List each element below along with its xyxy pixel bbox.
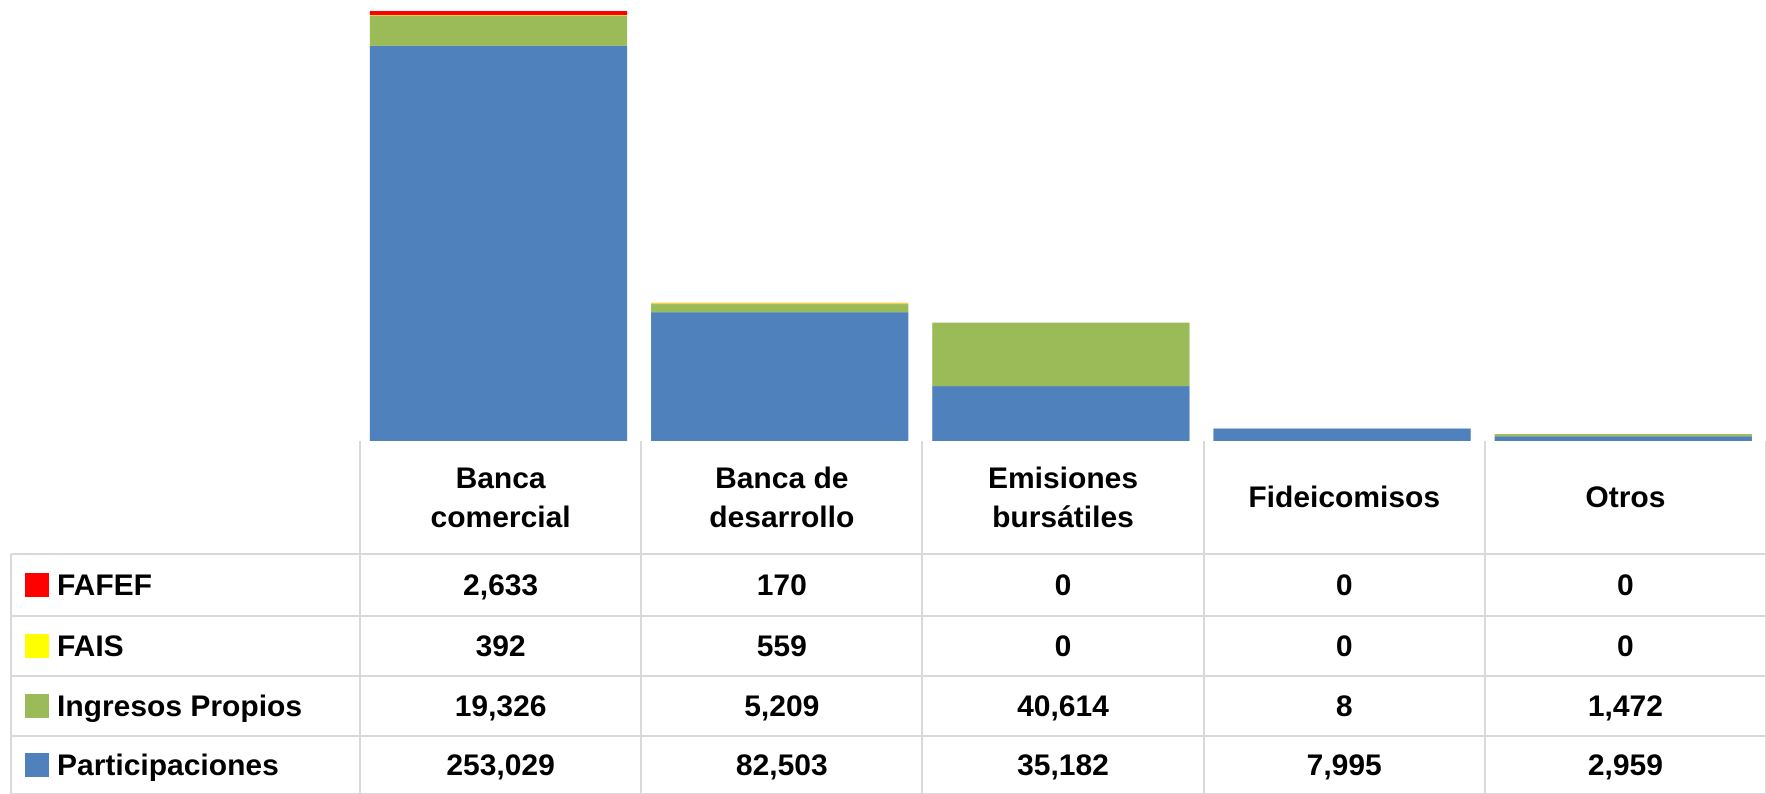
legend-label: FAFEF xyxy=(57,568,152,602)
bar-segment xyxy=(932,322,1190,387)
table-value-text: 253,029 xyxy=(446,748,555,782)
bar-segment xyxy=(932,386,1190,441)
table-line xyxy=(10,554,12,794)
bar-segment xyxy=(369,15,628,16)
table-value: 35,182 xyxy=(922,736,1203,794)
table-value: 19,326 xyxy=(360,676,641,736)
table-value: 2,959 xyxy=(1485,736,1766,794)
table-value-text: 0 xyxy=(1054,568,1072,602)
table-value: 0 xyxy=(922,616,1203,676)
category-label: Emisiones bursátiles xyxy=(922,441,1203,554)
table-line xyxy=(640,441,643,794)
category-label-text: Emisiones bursátiles xyxy=(987,461,1139,534)
table-value: 40,614 xyxy=(922,676,1203,736)
table-line xyxy=(1483,441,1486,794)
legend-label: FAIS xyxy=(57,629,124,663)
table-value-text: 0 xyxy=(1054,629,1072,663)
table-value: 8 xyxy=(1204,676,1485,736)
table-value-text: 5,209 xyxy=(744,689,820,723)
table-value: 0 xyxy=(1485,616,1766,676)
table-value: 0 xyxy=(1204,554,1485,616)
legend-swatch xyxy=(25,634,49,658)
table-value: 5,209 xyxy=(641,676,922,736)
table-value: 0 xyxy=(1485,554,1766,616)
table-value: 170 xyxy=(641,554,922,616)
table-value-text: 8 xyxy=(1335,689,1353,723)
table-value-text: 2,959 xyxy=(1587,748,1663,782)
table-line xyxy=(1202,441,1205,794)
category-label-text: Banca comercial xyxy=(430,461,571,534)
legend-entry: FAFEF xyxy=(11,554,360,616)
table-value: 7,995 xyxy=(1204,736,1485,794)
bar-segment xyxy=(651,303,909,305)
legend-swatch xyxy=(25,694,49,718)
table-line xyxy=(11,675,1766,677)
legend-swatch xyxy=(25,573,49,597)
table-value-text: 35,182 xyxy=(1017,748,1109,782)
table-value: 0 xyxy=(922,554,1203,616)
category-label-text: Fideicomisos xyxy=(1248,481,1441,514)
table-value-text: 19,326 xyxy=(454,689,547,723)
legend-entry: Participaciones xyxy=(11,736,360,794)
table-value-text: 0 xyxy=(1335,629,1353,663)
category-label: Banca comercial xyxy=(360,441,641,554)
legend-swatch xyxy=(25,753,49,777)
legend-label: Participaciones xyxy=(57,748,279,782)
table-line xyxy=(11,553,1766,555)
bar-segment xyxy=(651,312,909,441)
category-label: Banca de desarrollo xyxy=(641,441,922,554)
category-label: Otros xyxy=(1485,441,1766,554)
table-value: 1,472 xyxy=(1485,676,1766,736)
table-value: 559 xyxy=(641,616,922,676)
bar-segment xyxy=(369,45,628,442)
table-value-text: 82,503 xyxy=(735,748,828,782)
table-line xyxy=(359,441,361,794)
table-value-text: 559 xyxy=(756,629,807,663)
bar-segment xyxy=(651,304,909,313)
table-value: 2,633 xyxy=(360,554,641,616)
bar-segment xyxy=(1213,428,1471,441)
chart xyxy=(369,11,1752,442)
category-label-text: Banca de desarrollo xyxy=(709,461,855,534)
table-value-text: 40,614 xyxy=(1017,689,1109,723)
table-value-text: 7,995 xyxy=(1306,748,1382,782)
bar-segment xyxy=(1494,434,1752,437)
table-value-text: 2,633 xyxy=(463,568,539,602)
table-value-text: 170 xyxy=(756,568,807,602)
category-label-text: Otros xyxy=(1585,481,1666,514)
table-value-text: 0 xyxy=(1617,629,1634,663)
table-line xyxy=(11,615,1766,617)
table-value-text: 392 xyxy=(475,629,526,663)
legend-entry: Ingresos Propios xyxy=(11,676,360,736)
table-value-text: 0 xyxy=(1617,568,1634,602)
bar-segment xyxy=(369,11,628,16)
legend-entry: FAIS xyxy=(11,616,360,676)
table-value-text: 0 xyxy=(1335,568,1353,602)
bar-segment xyxy=(1494,436,1752,441)
table-line xyxy=(11,735,1766,737)
table-value: 253,029 xyxy=(360,736,641,794)
category-label: Fideicomisos xyxy=(1204,441,1485,554)
bar-segment xyxy=(369,15,628,46)
table-value: 0 xyxy=(1204,616,1485,676)
table-line xyxy=(921,441,924,794)
table-value-text: 1,472 xyxy=(1587,689,1663,723)
legend-label: Ingresos Propios xyxy=(57,689,303,723)
table-value: 82,503 xyxy=(641,736,922,794)
table-value: 392 xyxy=(360,616,641,676)
